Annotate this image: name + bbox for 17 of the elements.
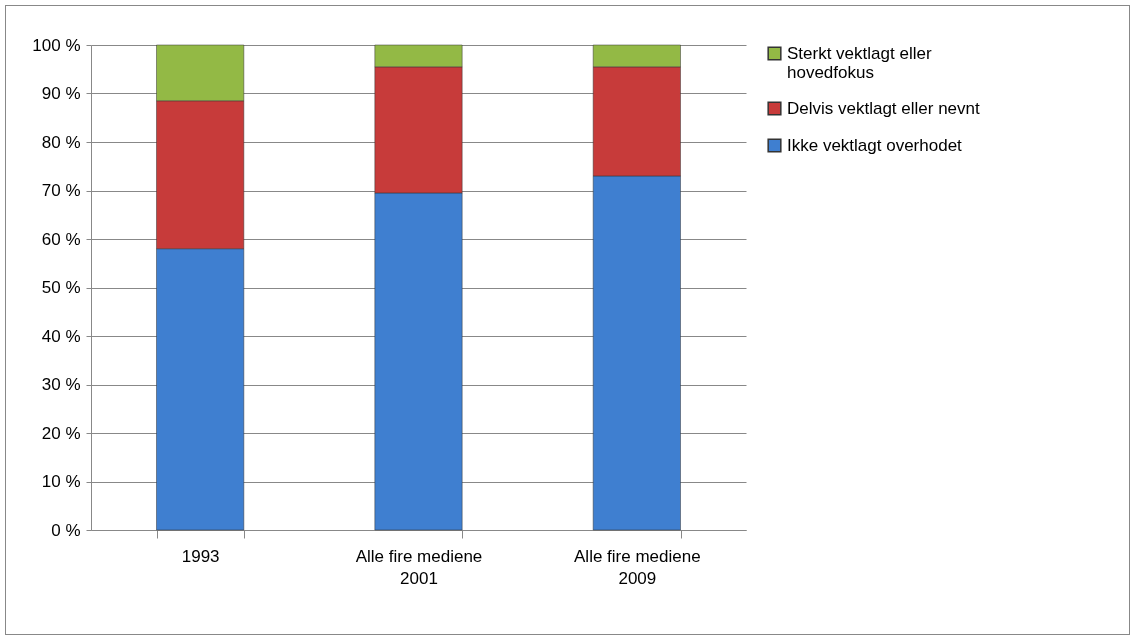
y-tick-label: 30 % (41, 375, 81, 394)
x-tick-label: 1993 (181, 546, 220, 566)
y-tick-label: 20 % (41, 423, 81, 443)
legend-label: Ikke vektlagt overhodet (787, 135, 963, 155)
legend-label: Sterkt vektlagt eller hovedfokus (787, 43, 932, 82)
y-tick-label: 60 % (41, 229, 81, 249)
legend-label: Delvis vektlagt eller nevnt (787, 98, 981, 118)
y-tick-label: 100 % (32, 35, 81, 55)
y-tick-label: 40 % (41, 326, 81, 346)
y-tick-label: 10 % (41, 472, 81, 491)
y-tick-label: 70 % (41, 181, 81, 200)
y-tick-label: 50 % (41, 278, 81, 297)
y-tick-label: 80 % (41, 132, 81, 152)
y-tick-label: 0 % (51, 520, 81, 540)
x-tick-label: Alle fire mediene 2009 (574, 546, 701, 588)
y-tick-label: 90 % (41, 84, 81, 103)
x-tick-label: Alle fire mediene 2001 (355, 546, 483, 588)
